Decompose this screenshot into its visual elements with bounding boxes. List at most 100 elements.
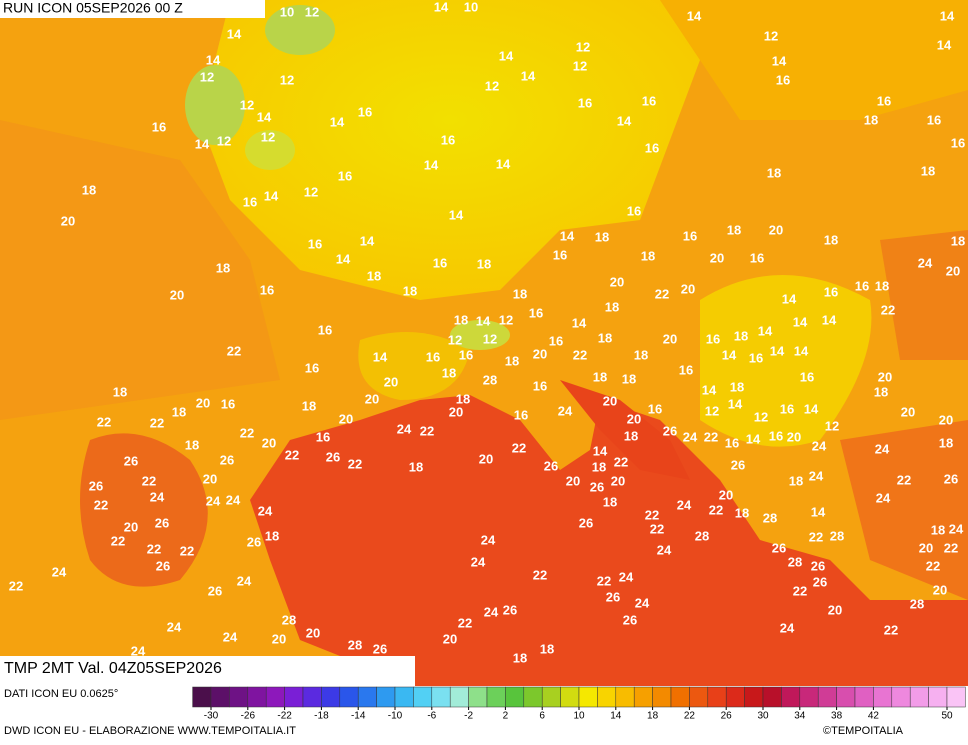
- temperature-label: 22: [111, 533, 125, 548]
- temperature-label: 14: [424, 157, 439, 172]
- temperature-label: 12: [240, 97, 254, 112]
- temperature-label: 18: [605, 299, 619, 314]
- temperature-label: 24: [131, 643, 146, 658]
- temperature-label: 20: [681, 281, 695, 296]
- colorbar-cell: [597, 686, 617, 708]
- temperature-label: 18: [172, 404, 186, 419]
- temperature-label: 16: [769, 428, 783, 443]
- colorbar-cell: [468, 686, 488, 708]
- temperature-label: 20: [262, 435, 276, 450]
- temperature-label: 16: [305, 360, 319, 375]
- temperature-label: 16: [951, 135, 965, 150]
- colorbar-tick-label: -10: [388, 711, 403, 722]
- colorbar-cell: [486, 686, 506, 708]
- temperature-label: 18: [864, 112, 878, 127]
- temperature-label: 26: [155, 515, 169, 530]
- temperature-label: 22: [944, 540, 958, 555]
- temperature-label: 18: [727, 222, 741, 237]
- temperature-label: 22: [709, 502, 723, 517]
- temperature-label: 14: [782, 291, 797, 306]
- temperature-label: 16: [800, 369, 814, 384]
- temperature-label: 26: [220, 452, 234, 467]
- temperature-label: 14: [770, 343, 785, 358]
- temperature-label: 16: [679, 362, 693, 377]
- temperature-label: 12: [499, 312, 513, 327]
- temperature-label: 22: [512, 440, 526, 455]
- temperature-label: 24: [780, 620, 795, 635]
- temperature-label: 16: [318, 322, 332, 337]
- colorbar-cell: [652, 686, 672, 708]
- colorbar-cell: [707, 686, 727, 708]
- temperature-label: 16: [338, 168, 352, 183]
- temperature-label: 22: [655, 286, 669, 301]
- temperature-label: 26: [772, 540, 786, 555]
- temperature-label: 20: [878, 369, 892, 384]
- temperature-label: 14: [758, 323, 773, 338]
- temperature-label: 26: [326, 449, 340, 464]
- temperature-label: 20: [603, 393, 617, 408]
- run-title: RUN ICON 05SEP2026 00 Z: [3, 0, 183, 16]
- temperature-label: 20: [533, 346, 547, 361]
- temperature-label: 18: [513, 650, 527, 665]
- temperature-label: 24: [52, 564, 67, 579]
- colorbar-cell: [449, 686, 469, 708]
- temperature-label: 14: [206, 52, 221, 67]
- temperature-label: 14: [746, 431, 761, 446]
- temperature-label: 24: [809, 468, 824, 483]
- temperature-label: 16: [648, 401, 662, 416]
- temperature-label: 16: [725, 435, 739, 450]
- colorbar-tick-label: -18: [314, 711, 329, 722]
- temperature-label: 14: [940, 8, 955, 23]
- temperature-label: 18: [265, 528, 279, 543]
- temperature-label: 14: [330, 114, 345, 129]
- temperature-label: 14: [572, 315, 587, 330]
- temperature-label: 18: [921, 163, 935, 178]
- temperature-label: 22: [614, 454, 628, 469]
- colorbar-cell: [284, 686, 304, 708]
- temperature-label: 22: [180, 543, 194, 558]
- temperature-label: 22: [881, 302, 895, 317]
- temperature-label: 26: [503, 602, 517, 617]
- temperature-label: 28: [830, 528, 844, 543]
- temperature-label: 26: [944, 471, 958, 486]
- colorbar-tick-label: -6: [427, 711, 436, 722]
- temperature-label: 16: [459, 347, 473, 362]
- temperature-label: 28: [788, 554, 802, 569]
- temperature-label: 12: [261, 129, 275, 144]
- temperature-label: 14: [360, 233, 375, 248]
- temperature-label: 20: [124, 519, 138, 534]
- colorbar-cell: [799, 686, 819, 708]
- temperature-label: 24: [683, 429, 698, 444]
- colorbar-cell: [229, 686, 249, 708]
- colorbar-tick-label: -22: [277, 711, 292, 722]
- temperature-label: 16: [824, 284, 838, 299]
- colorbar-cell: [578, 686, 598, 708]
- colorbar-tick-label: -2: [464, 711, 473, 722]
- temperature-label: 22: [645, 507, 659, 522]
- colorbar-cell: [633, 686, 653, 708]
- colorbar-cell: [265, 686, 285, 708]
- temperature-label: 20: [272, 631, 286, 646]
- temperature-label: 20: [787, 429, 801, 444]
- temperature-label: 20: [939, 412, 953, 427]
- temperature-label: 12: [448, 332, 462, 347]
- temperature-label: 20: [384, 374, 398, 389]
- temperature-label: 16: [533, 378, 547, 393]
- temperature-label: 18: [454, 312, 468, 327]
- temperature-label: 18: [477, 256, 491, 271]
- temperature-label: 12: [576, 39, 590, 54]
- temperature-label: 16: [358, 104, 372, 119]
- temperature-label: 16: [514, 407, 528, 422]
- temperature-label: 18: [403, 283, 417, 298]
- temperature-label: 26: [663, 423, 677, 438]
- temperature-label: 14: [722, 347, 737, 362]
- temperature-label: 12: [304, 184, 318, 199]
- temperature-label: 12: [280, 72, 294, 87]
- temperature-label: 22: [884, 622, 898, 637]
- temperature-label: 18: [367, 268, 381, 283]
- temperature-label: 20: [919, 540, 933, 555]
- temperature-label: 18: [540, 641, 554, 656]
- temperature-label: 18: [302, 398, 316, 413]
- temperature-label: 14: [373, 349, 388, 364]
